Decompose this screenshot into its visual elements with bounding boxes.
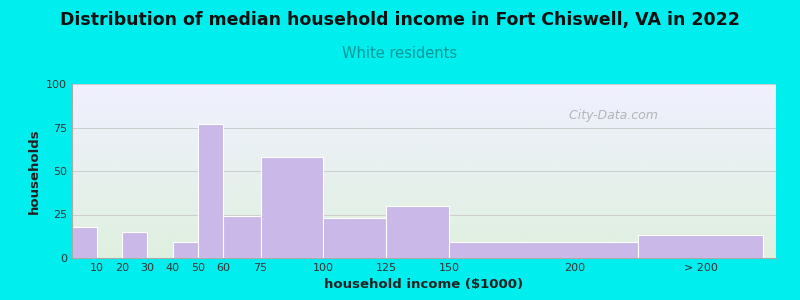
Text: Distribution of median household income in Fort Chiswell, VA in 2022: Distribution of median household income …: [60, 11, 740, 28]
Bar: [449, 242, 638, 258]
Bar: [198, 124, 223, 258]
Bar: [386, 206, 449, 258]
Bar: [173, 242, 198, 258]
Y-axis label: households: households: [27, 128, 41, 214]
Bar: [223, 216, 261, 258]
X-axis label: household income ($1000): household income ($1000): [325, 278, 523, 291]
Text: City-Data.com: City-Data.com: [565, 109, 658, 122]
Bar: [323, 218, 386, 258]
Bar: [261, 157, 323, 258]
Bar: [638, 236, 763, 258]
Bar: [72, 227, 97, 258]
Text: White residents: White residents: [342, 46, 458, 62]
Bar: [122, 232, 147, 258]
